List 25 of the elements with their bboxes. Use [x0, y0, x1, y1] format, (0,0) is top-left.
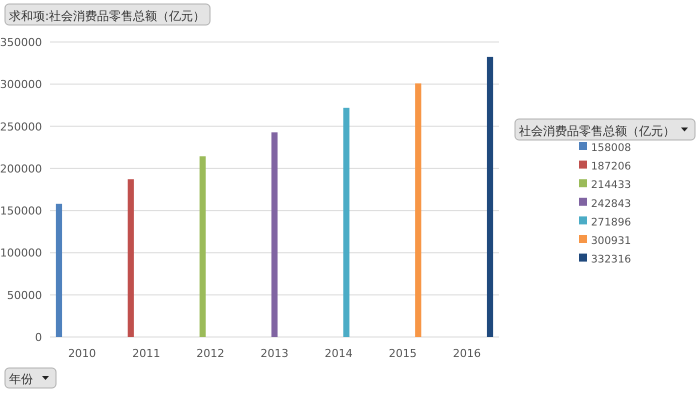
y-tick-label: 150000 [0, 204, 42, 218]
x-tick-label: 2010 [68, 347, 96, 360]
legend-label: 242843 [591, 198, 632, 210]
legend-label: 158008 [591, 142, 632, 154]
legend-title: 社会消费品零售总额（亿元） [519, 124, 675, 138]
chart-title: 求和项:社会消费品零售总额（亿元） [9, 9, 206, 23]
y-tick-label: 300000 [0, 78, 42, 92]
x-tick-label: 2016 [452, 347, 481, 360]
legend-label: 187206 [591, 160, 632, 173]
x-tick-label: 2011 [132, 347, 160, 360]
y-tick-label: 200000 [0, 162, 42, 176]
x-tick-label: 2012 [196, 347, 224, 360]
y-tick-label: 50000 [7, 288, 42, 302]
legend-label: 214433 [591, 179, 632, 192]
y-tick-label: 0 [35, 331, 42, 344]
x-tick-label: 2013 [260, 347, 288, 360]
legend-label: 332316 [591, 254, 632, 266]
legend-label: 300931 [591, 235, 632, 247]
y-tick-label: 250000 [0, 120, 42, 134]
y-tick-label: 100000 [0, 246, 42, 260]
x-axis-title: 年份 [9, 372, 33, 386]
y-tick-label: 350000 [0, 36, 42, 49]
x-tick-label: 2014 [324, 347, 353, 360]
x-tick-label: 2015 [388, 347, 417, 360]
legend-label: 271896 [591, 216, 632, 228]
